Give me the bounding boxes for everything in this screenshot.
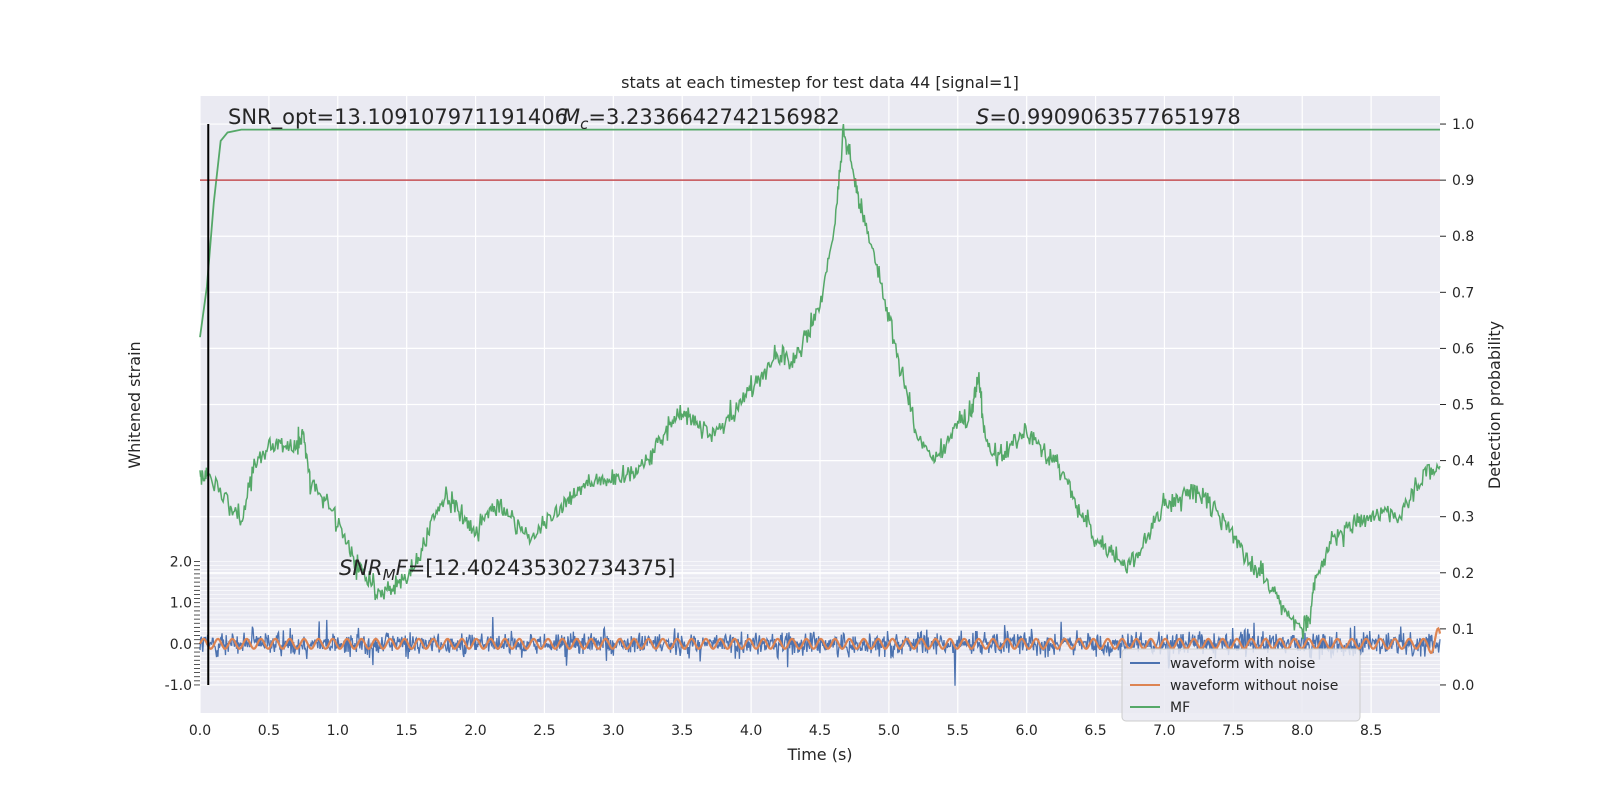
x-tick-label: 0.5: [258, 723, 280, 739]
chirp-mass-subscript: c: [580, 115, 589, 133]
right-tick-label: 0.8: [1452, 229, 1474, 245]
x-tick-label: 3.0: [602, 723, 624, 739]
marks-layer: [200, 124, 1440, 685]
left-tick-label: 0.0: [170, 637, 192, 653]
x-tick-label: 8.0: [1291, 723, 1313, 739]
x-tick-label: 6.5: [1084, 723, 1106, 739]
right-tick-label: 0.5: [1452, 398, 1474, 414]
legend-label-mf: MF: [1170, 700, 1190, 716]
x-tick-label: 4.0: [740, 723, 762, 739]
snr-mf-symbol: SNR: [339, 556, 383, 580]
x-tick-label: 5.0: [878, 723, 900, 739]
right-tick-label: 0.0: [1452, 678, 1474, 694]
x-tick-label: 7.0: [1153, 723, 1175, 739]
x-tick-label: 1.5: [396, 723, 418, 739]
right-tick-label: 0.4: [1452, 454, 1474, 470]
legend-label-waveform-clean: waveform without noise: [1170, 678, 1338, 694]
series-mf: [199, 128, 1440, 338]
x-tick-label: 0.0: [189, 723, 211, 739]
series-layer: [199, 123, 1442, 686]
x-tick-label: 3.5: [671, 723, 693, 739]
annotation-chirp-mass: Mc=3.2336642742156982: [562, 105, 840, 133]
annotation-snr-opt: SNR_opt=13.109107971191406: [228, 105, 568, 130]
right-tick-label: 0.1: [1452, 622, 1474, 638]
chart-title: stats at each timestep for test data 44 …: [621, 73, 1019, 92]
right-tick-label: 0.7: [1452, 285, 1474, 301]
snr-mf-subscript: M: [383, 566, 396, 584]
annotation-snr-mf: SNRMF=[12.402435302734375]: [339, 556, 675, 584]
x-tick-label: 6.0: [1016, 723, 1038, 739]
s-value: =0.9909063577651978: [989, 105, 1240, 129]
left-axis-label: Whitened strain: [125, 341, 144, 468]
legend-label-waveform-noise: waveform with noise: [1170, 656, 1315, 672]
left-tick-label: 2.0: [170, 555, 192, 571]
left-tick-labels: 2.0 1.0 0.0 -1.0: [165, 555, 200, 694]
x-tick-label: 8.5: [1360, 723, 1382, 739]
x-tick-label: 5.5: [947, 723, 969, 739]
left-tick-label: -1.0: [165, 678, 192, 694]
x-tick-labels: 0.0 0.5 1.0 1.5 2.0 2.5 3.0 3.5 4.0 4.5 5.0 5.5 6.0 6…: [189, 723, 1382, 739]
s-symbol: S: [976, 105, 989, 129]
snr-mf-value: =[12.402435302734375]: [408, 556, 676, 580]
series-waveform-without-noise: [199, 626, 1442, 655]
right-tick-label: 1.0: [1452, 117, 1474, 133]
right-tick-label: 0.2: [1452, 566, 1474, 582]
x-tick-label: 7.5: [1222, 723, 1244, 739]
left-tick-label: 1.0: [170, 596, 192, 612]
right-axis-label: Detection probability: [1485, 321, 1504, 489]
annotation-s: S=0.9909063577651978: [976, 105, 1241, 129]
legend-box: [1121, 648, 1361, 722]
right-tick-label: 0.9: [1452, 173, 1474, 189]
series-detection-probability: [199, 123, 1441, 640]
x-tick-label: 4.5: [809, 723, 831, 739]
x-tick-label: 2.5: [533, 723, 555, 739]
right-tick-label: 0.6: [1452, 341, 1474, 357]
x-tick-label: 2.0: [464, 723, 486, 739]
chirp-mass-value: =3.2336642742156982: [588, 105, 839, 129]
chirp-mass-symbol: M: [562, 105, 580, 129]
x-axis-label: Time (s): [786, 745, 852, 764]
right-tick-label: 0.3: [1452, 510, 1474, 526]
legend: waveform with noise waveform without noi…: [1121, 648, 1361, 722]
x-tick-label: 1.0: [327, 723, 349, 739]
right-tick-labels: 0.0 0.1 0.2 0.3 0.4 0.5 0.6 0.7 0.8 0.9 1.0: [1440, 117, 1474, 694]
snr-mf-subscript-tail: F: [396, 556, 409, 580]
